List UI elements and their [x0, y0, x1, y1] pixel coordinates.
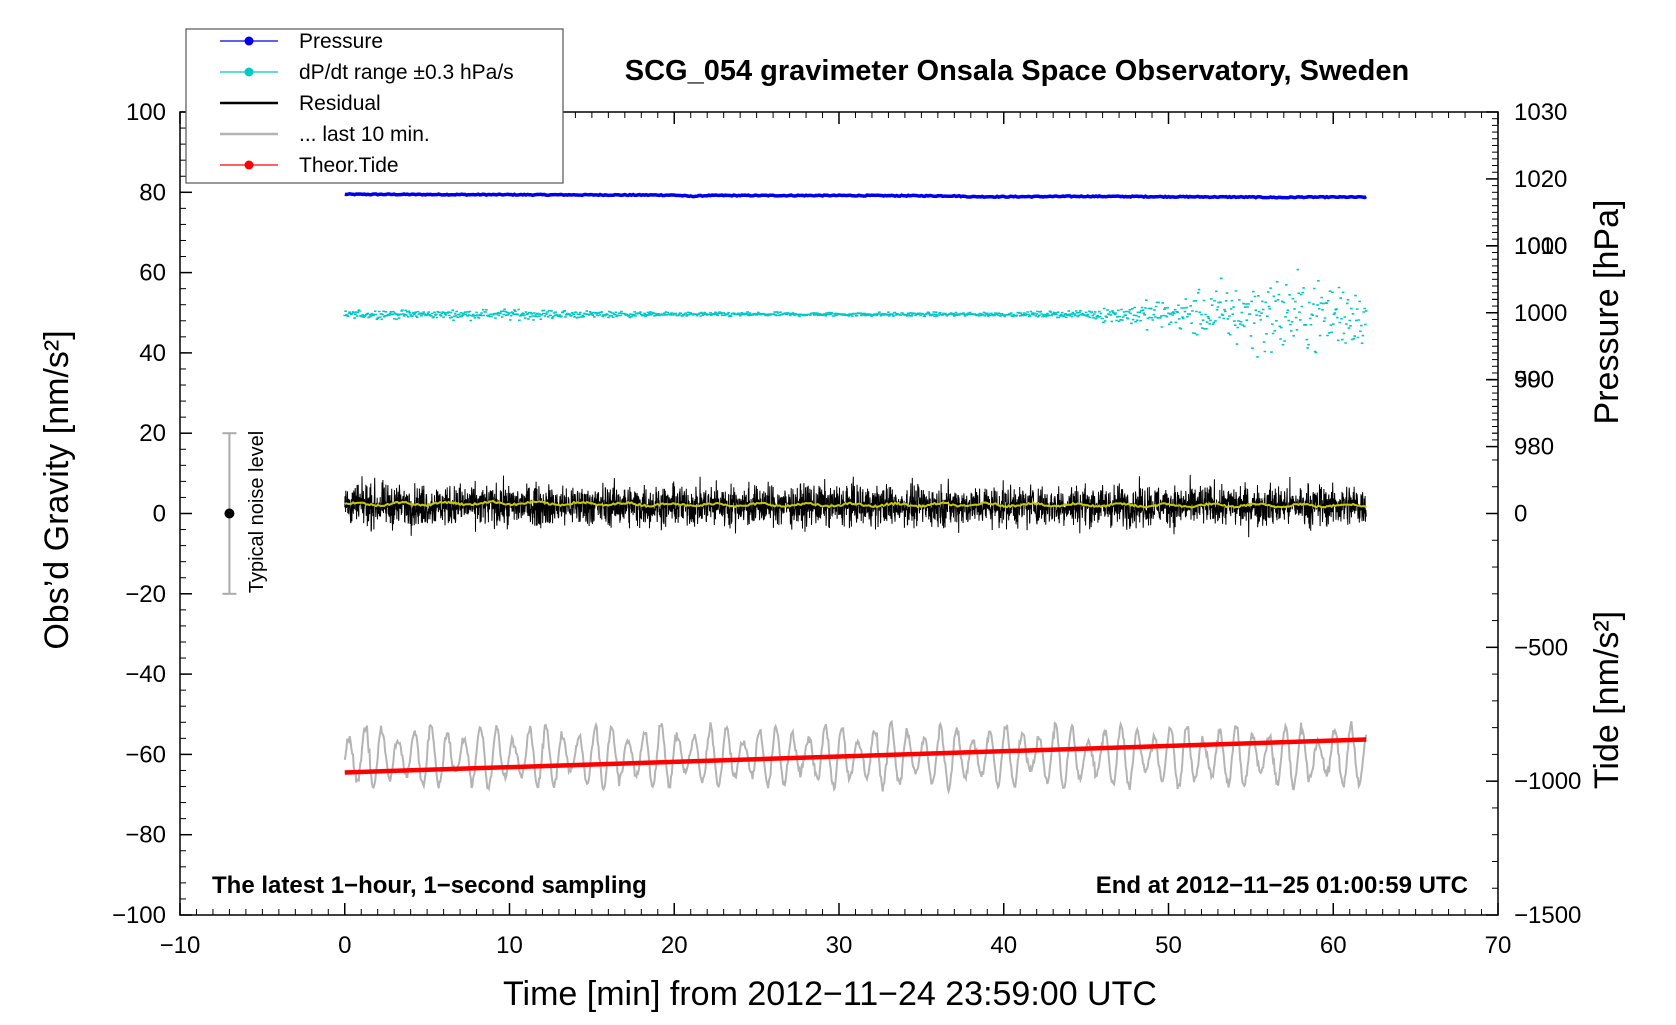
tide-tick-label: −1500	[1514, 902, 1581, 929]
legend-sample-pressure-marker	[244, 36, 254, 46]
legend-label-theor-tide: Theor.Tide	[299, 154, 399, 177]
y-tick-label: −60	[125, 741, 166, 768]
plot-series-layer	[343, 192, 1368, 796]
noise-level-label: Typical noise level	[246, 431, 268, 593]
y-tick-label: 80	[139, 179, 166, 206]
x-tick-label: 30	[826, 932, 853, 959]
tide-tick-label: −1000	[1514, 768, 1581, 795]
chart-title: SCG_054 gravimeter Onsala Space Observat…	[625, 55, 1409, 87]
y-tick-label: −20	[125, 581, 166, 608]
pressure-line	[344, 192, 1368, 200]
residual-line	[344, 474, 1367, 538]
tide-axis-title: Tide [nm/s²]	[1588, 611, 1626, 789]
legend-label-last-10-min: ... last 10 min.	[299, 123, 430, 146]
y-axis-title: Obs’d Gravity [nm/s²]	[38, 330, 76, 649]
x-axis-title: Time [min] from 2012−11−24 23:59:00 UTC	[503, 975, 1157, 1013]
y-tick-label: −80	[125, 822, 166, 849]
tide-tick-label: 0	[1514, 501, 1527, 528]
y-tick-label: 40	[139, 340, 166, 367]
x-tick-label: 10	[496, 932, 523, 959]
pressure-tick-label: 1030	[1514, 99, 1567, 126]
pressure-tick-label: 1000	[1514, 300, 1567, 327]
x-tick-label: 60	[1320, 932, 1347, 959]
legend-box	[185, 28, 564, 184]
legend-label-dpdt: dP/dt range ±0.3 hPa/s	[299, 61, 514, 84]
x-tick-label: 50	[1155, 932, 1182, 959]
sampling-note: The latest 1−hour, 1−second sampling	[212, 872, 647, 899]
y-tick-label: 20	[139, 420, 166, 447]
axes-layer: −10 0 10 20 30 40 50 60 70−100−80−60−40−20020406…	[112, 99, 1581, 959]
legend-sample-theor-tide-marker	[244, 160, 254, 170]
noise-bar-group	[222, 432, 237, 595]
pressure-tick-label: 990	[1514, 367, 1554, 394]
pressure-tick-label: 1010	[1514, 233, 1567, 260]
pressure-axis-title: Pressure [hPa]	[1588, 200, 1626, 425]
legend-sample-dpdt-marker	[244, 67, 254, 77]
end-time-note: End at 2012−11−25 01:00:59 UTC	[1096, 872, 1468, 899]
noise-bar-center-dot	[224, 508, 235, 519]
last-10-min-line	[343, 719, 1368, 796]
legend: Pressure dP/dt range ±0.3 hPa/s Residual…	[185, 28, 564, 184]
legend-label-pressure: Pressure	[299, 30, 383, 53]
theor-tide-line	[344, 737, 1367, 775]
legend-label-residual: Residual	[299, 92, 381, 115]
y-tick-label: 0	[153, 501, 166, 528]
y-tick-label: 60	[139, 260, 166, 287]
x-tick-label: 40	[990, 932, 1017, 959]
dpdt-scatter-points	[343, 268, 1368, 358]
pressure-tick-label: 980	[1514, 434, 1554, 461]
x-tick-label: 20	[661, 932, 688, 959]
y-tick-label: 100	[126, 99, 166, 126]
pressure-tick-label: 1020	[1514, 166, 1567, 193]
y-tick-label: −40	[125, 661, 166, 688]
tide-tick-label: 1000	[1514, 233, 1567, 260]
y-tick-label: −100	[112, 902, 166, 929]
tide-tick-label: −500	[1514, 634, 1568, 661]
x-tick-label: 0	[338, 932, 351, 959]
x-tick-label: −10	[160, 932, 201, 959]
tide-tick-label: 500	[1514, 367, 1554, 394]
residual-smoothed-line	[344, 499, 1367, 509]
x-tick-label: 70	[1485, 932, 1512, 959]
